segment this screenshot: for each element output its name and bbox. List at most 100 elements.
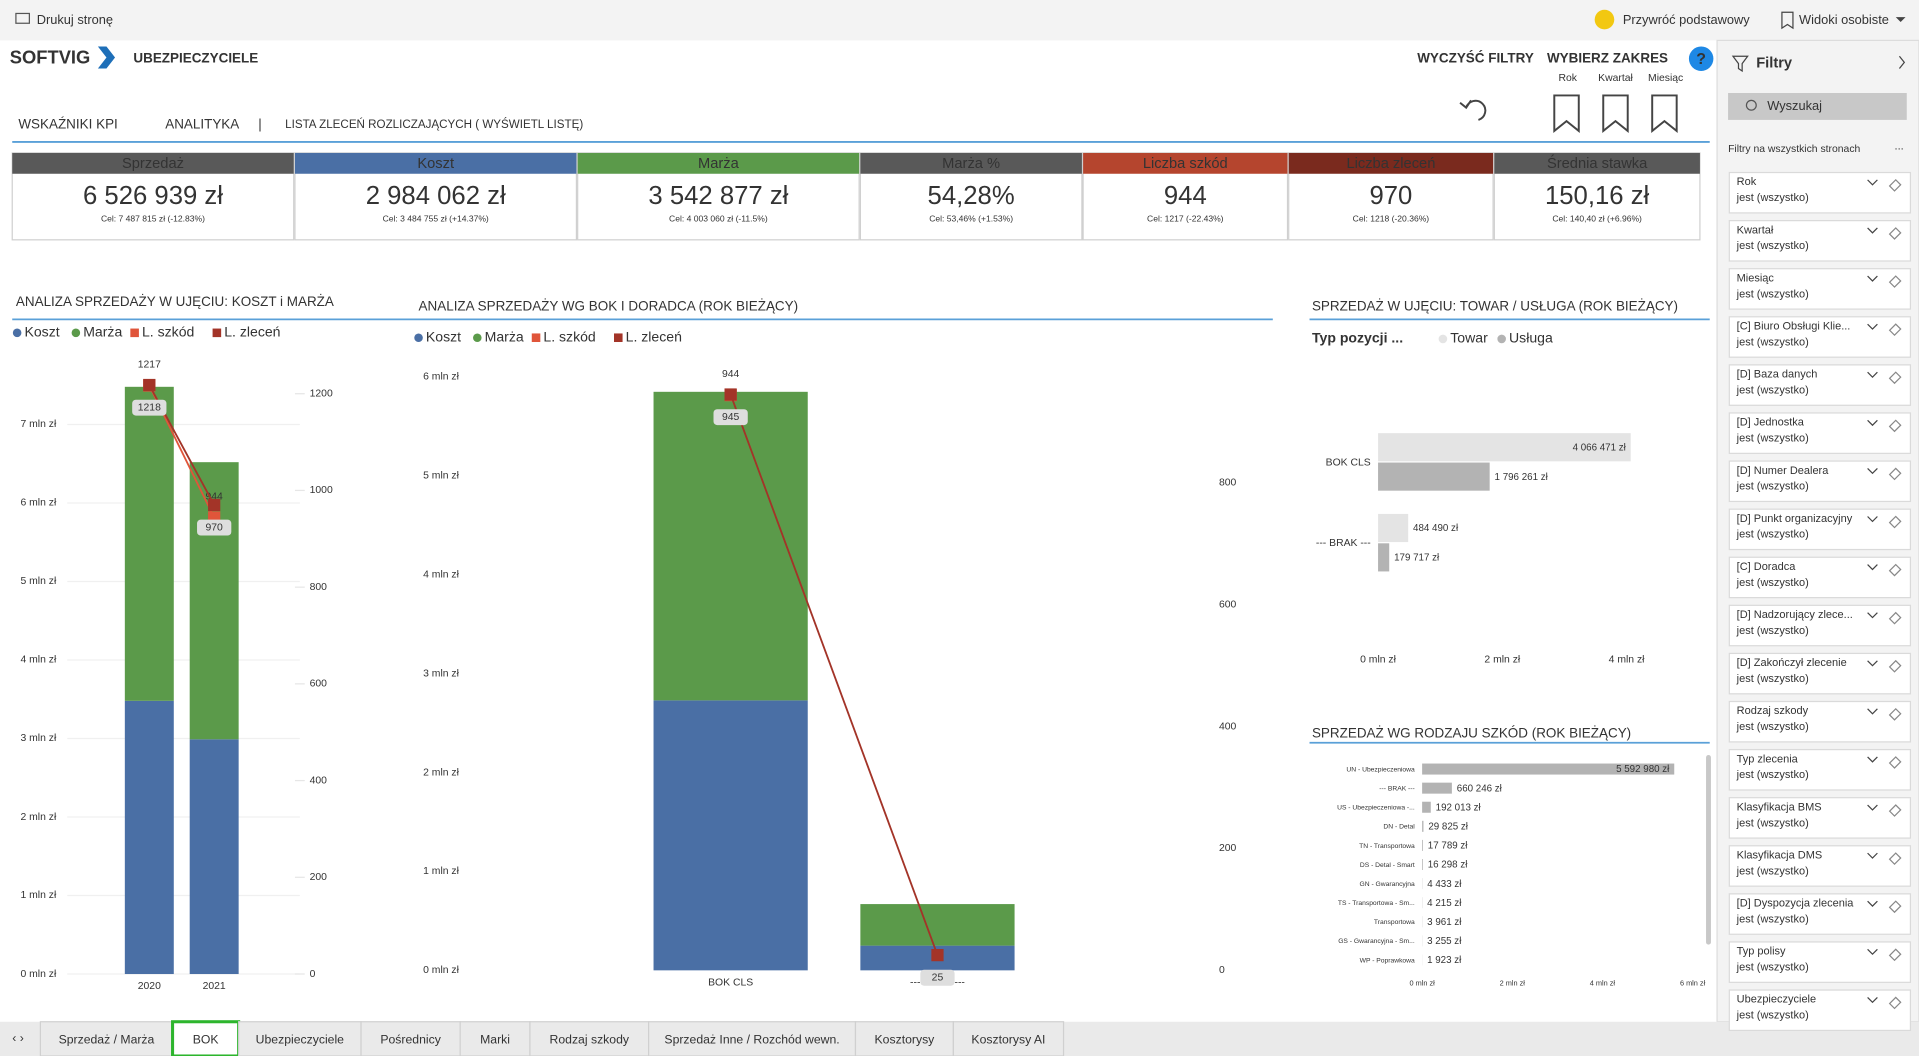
filter-chevron: [1867, 612, 1878, 619]
logo: SOFTVIG: [10, 47, 91, 68]
range-option[interactable]: Miesiąc: [1648, 73, 1683, 84]
nav-link[interactable]: ANALITYKA: [165, 116, 239, 131]
filter-chevron: [1867, 852, 1878, 859]
search-box[interactable]: [1728, 92, 1907, 120]
kpi-header: [860, 152, 1082, 174]
filter-card[interactable]: [1728, 268, 1912, 310]
filter-name: Klasyfikacja BMS: [1737, 801, 1822, 813]
filter-eraser: [1888, 323, 1902, 337]
range-option[interactable]: Rok: [1559, 73, 1578, 84]
filter-card[interactable]: [1728, 556, 1912, 599]
bar: [1378, 462, 1490, 491]
filter-card[interactable]: [1728, 364, 1912, 406]
page-tab-label[interactable]: Rodzaj szkody: [550, 1032, 630, 1046]
y-tick-label: US - Ubezpieczeniowa -...: [1337, 805, 1415, 812]
filter-card[interactable]: [1728, 460, 1912, 503]
kpi-target: Cel: 3 484 755 zł (+14.37%): [383, 213, 489, 223]
page-tab-label[interactable]: Sprzedaż Inne / Rozchód wewn.: [664, 1032, 839, 1046]
legend-marker: [414, 333, 423, 343]
filter-card[interactable]: [1728, 797, 1912, 839]
clear-filters[interactable]: WYCZYŚĆ FILTRY: [1417, 50, 1534, 65]
page-tab[interactable]: [854, 1021, 954, 1056]
y-tick-label: 3 mln zł: [423, 668, 459, 679]
nav-link[interactable]: LISTA ZLECEŃ ROZLICZAJĄCYCH ( WYŚWIETL L…: [285, 118, 583, 131]
data-label: 3 255 zł: [1427, 936, 1462, 947]
filter-state: jest (wszystko): [1736, 913, 1809, 925]
filter-eraser: [1888, 179, 1902, 192]
filter-card[interactable]: [1728, 604, 1912, 647]
filter-card[interactable]: [1728, 845, 1912, 887]
data-label-box: [713, 409, 748, 426]
filter-card[interactable]: [1728, 171, 1912, 214]
filter-name: Typ polisy: [1737, 946, 1786, 958]
nav-link[interactable]: WSKAŹNIKI KPI: [18, 116, 117, 131]
x-tick-label: 2 mln zł: [1484, 654, 1520, 665]
help-icon[interactable]: [1688, 46, 1714, 71]
filter-card[interactable]: [1728, 893, 1912, 935]
line-marker: [143, 378, 156, 392]
page-tab[interactable]: [238, 1021, 362, 1056]
page-tab-label[interactable]: Sprzedaż / Marża: [59, 1032, 155, 1046]
legend-marker: [614, 333, 623, 343]
views-button[interactable]: Widoki osobiste: [1799, 12, 1889, 27]
page-tab-label[interactable]: Ubezpieczyciele: [256, 1032, 344, 1046]
page-tab-label[interactable]: BOK: [193, 1032, 220, 1046]
scrollbar[interactable]: [1706, 754, 1711, 945]
collapse-icon[interactable]: [1898, 55, 1906, 69]
page-tab[interactable]: [39, 1021, 174, 1056]
data-label: 16 298 zł: [1428, 860, 1468, 871]
filter-card[interactable]: [1728, 989, 1912, 1032]
filter-eraser: [1888, 948, 1902, 962]
y2-tick-label: 400: [1219, 721, 1237, 732]
reset-icon: [1594, 9, 1615, 30]
search-placeholder[interactable]: Wyszukaj: [1767, 98, 1822, 113]
y2-tick-label: 1000: [310, 485, 333, 496]
y-tick-label: 6 mln zł: [423, 372, 459, 383]
filter-state: jest (wszystko): [1736, 192, 1809, 204]
filter-card[interactable]: [1728, 508, 1912, 551]
page-tab[interactable]: [952, 1021, 1065, 1056]
filter-state: jest (wszystko): [1736, 1010, 1809, 1022]
filter-card[interactable]: [1728, 748, 1912, 791]
filter-card[interactable]: [1728, 941, 1912, 983]
page-tab-label[interactable]: Marki: [480, 1032, 510, 1046]
filter-name: [D] Zakończył zlecenie: [1737, 657, 1847, 669]
data-label: 1217: [138, 359, 161, 370]
kpi-target: Cel: 1217 (-22.43%): [1147, 213, 1224, 223]
page-tab[interactable]: [648, 1021, 857, 1056]
undo-icon[interactable]: [1459, 99, 1487, 121]
filter-card[interactable]: [1728, 412, 1912, 454]
page-tab-label[interactable]: Kosztorysy AI: [971, 1032, 1045, 1046]
y-tick-label: --- BRAK ---: [1316, 538, 1371, 549]
filter-name: Kwartał: [1737, 224, 1774, 236]
print-button[interactable]: Drukuj stronę: [37, 12, 113, 27]
page-tab-label[interactable]: Kosztorysy: [875, 1032, 936, 1046]
range-option[interactable]: Kwartał: [1598, 73, 1633, 84]
page-tab-label[interactable]: Pośrednicy: [380, 1032, 441, 1046]
filter-name: Klasyfikacja DMS: [1737, 849, 1823, 861]
legend-label: L. zleceń: [626, 328, 682, 344]
filter-card[interactable]: [1728, 220, 1912, 262]
filter-card[interactable]: [1728, 316, 1912, 358]
filter-state: jest (wszystko): [1736, 336, 1809, 348]
y2-tick-label: 1200: [310, 388, 333, 399]
filter-state: jest (wszystko): [1736, 384, 1809, 396]
chart-title: ANALIZA SPRZEDAŻY WG BOK I DORADCA (ROK …: [419, 299, 799, 314]
data-label: 1 923 zł: [1427, 955, 1462, 966]
filter-eraser: [1888, 996, 1902, 1010]
reset-button[interactable]: Przywróć podstawowy: [1623, 12, 1750, 27]
filter-card[interactable]: [1728, 652, 1912, 695]
kpi-header: [577, 152, 860, 174]
y-tick-label: 2 mln zł: [423, 767, 459, 778]
bar: [1422, 820, 1424, 832]
filter-title: Filtry: [1756, 56, 1793, 72]
filter-name: Rok: [1737, 176, 1757, 188]
page-tab[interactable]: [171, 1020, 241, 1056]
tab-scroll-arrows[interactable]: ‹ ›: [12, 1031, 24, 1045]
legend-label: Towar: [1450, 330, 1488, 346]
bookmark-icons[interactable]: [1553, 94, 1678, 133]
filter-more[interactable]: ...: [1895, 141, 1904, 153]
filter-card[interactable]: [1728, 700, 1912, 743]
bar: [1378, 543, 1390, 572]
